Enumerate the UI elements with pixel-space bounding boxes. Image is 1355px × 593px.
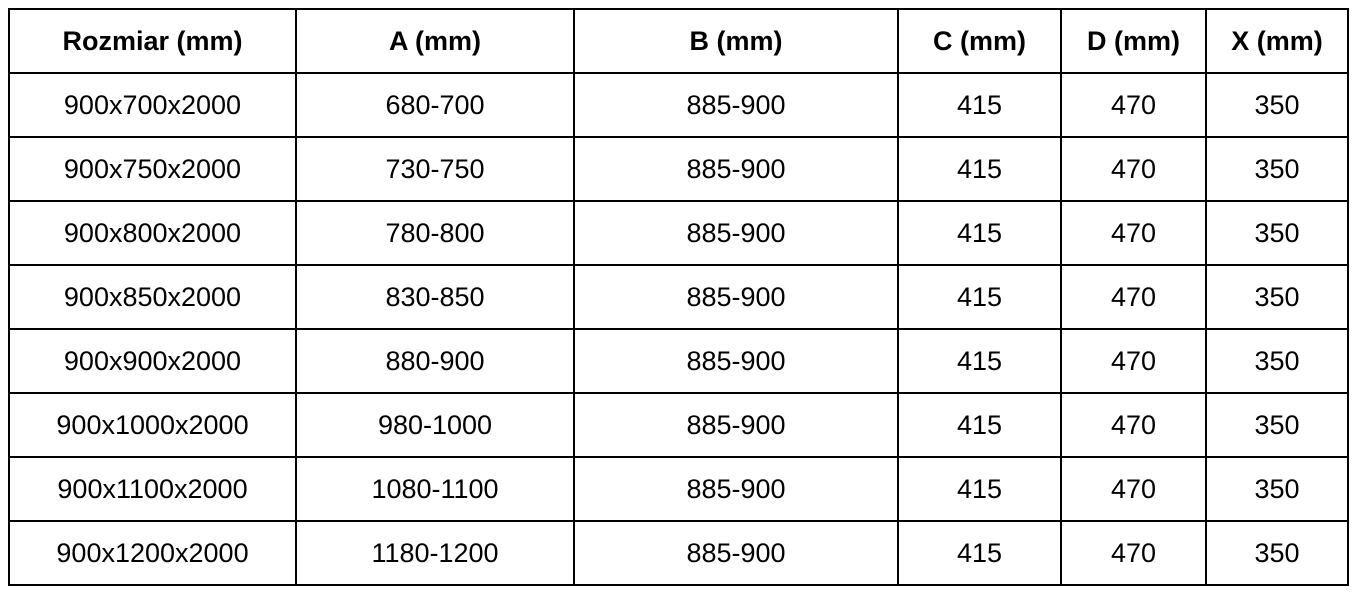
table-cell: 900x800x2000: [8, 200, 297, 266]
table-row: 900x1200x2000 1180-1200 885-900 415 470 350: [8, 520, 1349, 586]
table-cell: 885-900: [573, 72, 899, 138]
table-cell: 470: [1060, 200, 1207, 266]
table-cell: 415: [897, 136, 1062, 202]
table-cell: 470: [1060, 392, 1207, 458]
table-row: 900x700x2000 680-700 885-900 415 470 350: [8, 72, 1349, 138]
table-cell: 885-900: [573, 136, 899, 202]
table-cell: 415: [897, 72, 1062, 138]
table-row: 900x800x2000 780-800 885-900 415 470 350: [8, 200, 1349, 266]
table-row: 900x1100x2000 1080-1100 885-900 415 470 350: [8, 456, 1349, 522]
column-header: Rozmiar (mm): [8, 8, 297, 74]
table-cell: 885-900: [573, 264, 899, 330]
table-cell: 350: [1205, 456, 1349, 522]
table-cell: 415: [897, 520, 1062, 586]
table-cell: 680-700: [295, 72, 575, 138]
table-cell: 885-900: [573, 392, 899, 458]
table-cell: 470: [1060, 264, 1207, 330]
table-cell: 470: [1060, 328, 1207, 394]
column-header: B (mm): [573, 8, 899, 74]
column-header: C (mm): [897, 8, 1062, 74]
table-cell: 470: [1060, 520, 1207, 586]
table-cell: 415: [897, 392, 1062, 458]
table-row: 900x850x2000 830-850 885-900 415 470 350: [8, 264, 1349, 330]
size-spec-table: Rozmiar (mm) A (mm) B (mm) C (mm) D (mm) X (m…: [8, 8, 1349, 586]
table-cell: 885-900: [573, 328, 899, 394]
table-cell: 885-900: [573, 520, 899, 586]
table-row: 900x900x2000 880-900 885-900 415 470 350: [8, 328, 1349, 394]
table-cell: 900x900x2000: [8, 328, 297, 394]
table-cell: 900x1100x2000: [8, 456, 297, 522]
table-cell: 780-800: [295, 200, 575, 266]
table-cell: 350: [1205, 264, 1349, 330]
table-cell: 830-850: [295, 264, 575, 330]
column-header: X (mm): [1205, 8, 1349, 74]
table-cell: 900x1200x2000: [8, 520, 297, 586]
table-cell: 350: [1205, 328, 1349, 394]
table-cell: 350: [1205, 200, 1349, 266]
column-header: A (mm): [295, 8, 575, 74]
table-cell: 885-900: [573, 456, 899, 522]
table-cell: 350: [1205, 392, 1349, 458]
table-cell: 885-900: [573, 200, 899, 266]
table-cell: 880-900: [295, 328, 575, 394]
table-row: 900x750x2000 730-750 885-900 415 470 350: [8, 136, 1349, 202]
table-cell: 350: [1205, 72, 1349, 138]
table-body: 900x700x2000 680-700 885-900 415 470 350 900x7…: [8, 72, 1349, 586]
table-cell: 415: [897, 328, 1062, 394]
table-cell: 1180-1200: [295, 520, 575, 586]
table-cell: 350: [1205, 520, 1349, 586]
column-header: D (mm): [1060, 8, 1207, 74]
table-cell: 1080-1100: [295, 456, 575, 522]
header-row: Rozmiar (mm) A (mm) B (mm) C (mm) D (mm) X (m…: [8, 8, 1349, 74]
table-cell: 900x850x2000: [8, 264, 297, 330]
table-cell: 415: [897, 264, 1062, 330]
table-cell: 350: [1205, 136, 1349, 202]
table-cell: 470: [1060, 456, 1207, 522]
table-cell: 415: [897, 200, 1062, 266]
table-cell: 980-1000: [295, 392, 575, 458]
table-cell: 730-750: [295, 136, 575, 202]
table-row: 900x1000x2000 980-1000 885-900 415 470 350: [8, 392, 1349, 458]
table-cell: 415: [897, 456, 1062, 522]
table-cell: 900x750x2000: [8, 136, 297, 202]
table-cell: 900x1000x2000: [8, 392, 297, 458]
table-cell: 900x700x2000: [8, 72, 297, 138]
table-cell: 470: [1060, 136, 1207, 202]
table-cell: 470: [1060, 72, 1207, 138]
